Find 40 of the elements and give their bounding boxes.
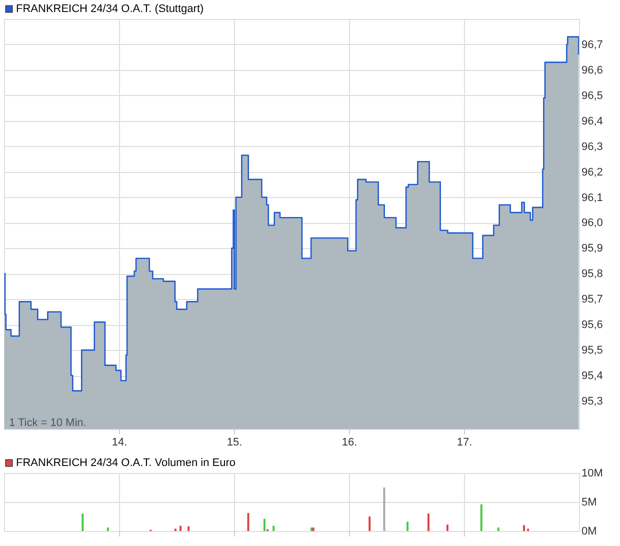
y-tick-label: 95,5 bbox=[582, 344, 603, 357]
bar bbox=[272, 526, 275, 531]
bar bbox=[383, 488, 386, 531]
bar bbox=[406, 522, 409, 531]
y-tick-label: 95,7 bbox=[582, 294, 603, 306]
bar bbox=[180, 526, 182, 531]
bar bbox=[446, 524, 448, 531]
legend-label: FRANKREICH 24/34 O.A.T. (Stuttgart) bbox=[16, 3, 204, 15]
y-tick-label: 95,4 bbox=[582, 370, 603, 382]
bar bbox=[82, 514, 84, 531]
bar bbox=[247, 513, 250, 531]
bar bbox=[263, 518, 266, 531]
y-tick-label: 96,0 bbox=[582, 217, 603, 230]
legend-label: FRANKREICH 24/34 O.A.T. Volumen in Euro bbox=[16, 457, 236, 469]
y-tick-label: 95,9 bbox=[582, 242, 603, 255]
y-tick-label: 96,2 bbox=[582, 166, 603, 178]
bar bbox=[523, 525, 526, 531]
x-tick-label: 16. bbox=[342, 436, 358, 448]
bar bbox=[106, 528, 109, 531]
y-tick-label: 95,8 bbox=[582, 268, 603, 280]
y-tick-label: 96,4 bbox=[582, 115, 603, 128]
y-tick-label: 10M bbox=[582, 468, 603, 480]
bar bbox=[427, 514, 430, 531]
x-tick-label: 14. bbox=[112, 436, 128, 448]
y-tick-label: 96,3 bbox=[582, 140, 603, 153]
x-tick-label: 15. bbox=[226, 436, 242, 448]
y-tick-label: 96,7 bbox=[582, 38, 603, 51]
x-tick-label: 17. bbox=[456, 436, 472, 448]
y-tick-label: 96,5 bbox=[582, 90, 603, 102]
y-tick-label: 5M bbox=[582, 496, 597, 508]
y-tick-label: 96,6 bbox=[582, 64, 603, 76]
y-tick-label: 0M bbox=[582, 526, 597, 538]
bar bbox=[188, 526, 190, 531]
y-tick-label: 96,1 bbox=[582, 192, 603, 204]
bar bbox=[497, 528, 500, 531]
y-tick-label: 95,6 bbox=[582, 319, 603, 332]
y-tick-label: 95,3 bbox=[582, 395, 603, 408]
bar bbox=[480, 504, 482, 531]
annotation: 1 Tick = 10 Min. bbox=[9, 417, 86, 429]
bar bbox=[368, 516, 371, 531]
